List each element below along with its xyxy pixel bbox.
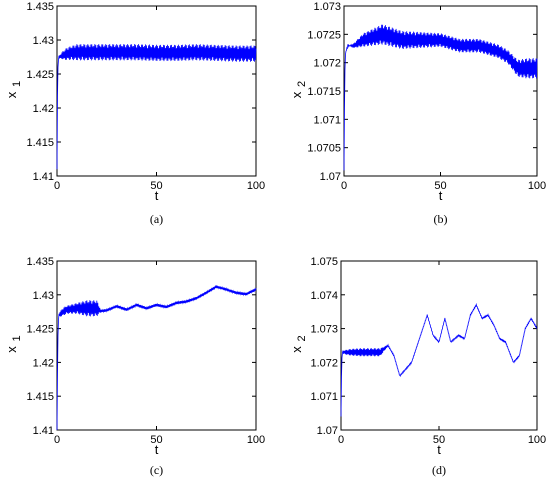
y-tick-label: 1.071 [313, 114, 341, 126]
y-axis-label-text: x [4, 346, 19, 353]
y-tick-label: 1.435 [26, 256, 54, 268]
y-tick-label: 1.41 [33, 171, 54, 183]
plot-frame [340, 260, 538, 431]
y-axis-label-subscript: 2 [296, 335, 308, 341]
y-tick-label: 1.07 [317, 425, 338, 437]
series-line [56, 284, 257, 431]
y-tick-label: 1.425 [26, 324, 54, 336]
y-tick-label: 1.435 [26, 1, 54, 13]
chart-panel: 0 50 1001.071.0711.0721.0731.0741.075tx2(d… [289, 256, 546, 477]
panel-caption: (c) [150, 463, 163, 477]
x-axis-label: t [155, 442, 159, 457]
y-tick-label: 1.41 [33, 425, 54, 437]
y-tick-label: 1.43 [33, 290, 54, 302]
y-tick-label: 1.425 [26, 69, 54, 81]
y-axis-label: x1 [4, 335, 23, 352]
y-axis-label-text: x [289, 91, 304, 98]
plot-frame [56, 5, 257, 177]
y-tick-label: 1.0705 [307, 143, 341, 155]
panel-caption: (b) [434, 212, 448, 226]
y-axis-label-text: x [289, 346, 304, 353]
y-tick-label: 1.075 [310, 256, 338, 268]
x-tick-label: 0 [54, 434, 60, 446]
plot-frame [343, 5, 538, 177]
x-tick-label: 100 [247, 180, 265, 192]
x-tick-label: 100 [528, 180, 546, 192]
panel-caption: (d) [432, 463, 446, 477]
x-axis-label: t [155, 188, 159, 203]
x-tick-label: 100 [528, 434, 546, 446]
x-tick-label: 50 [434, 180, 446, 192]
x-tick-label: 0 [54, 180, 60, 192]
plot-frame [56, 260, 257, 431]
y-tick-label: 1.071 [310, 391, 338, 403]
y-tick-label: 1.42 [33, 103, 54, 115]
y-tick-label: 1.42 [33, 357, 54, 369]
x-tick-label: 100 [247, 434, 265, 446]
y-tick-label: 1.072 [310, 357, 338, 369]
y-axis-label-text: x [4, 91, 19, 98]
x-tick-label: 50 [433, 434, 445, 446]
x-axis-label: t [437, 442, 441, 457]
y-tick-label: 1.074 [310, 290, 338, 302]
series-line [56, 44, 257, 170]
y-axis-label-subscript: 1 [11, 335, 23, 341]
y-tick-label: 1.415 [26, 391, 54, 403]
y-axis-label-subscript: 1 [11, 81, 23, 87]
x-axis-label: t [439, 188, 443, 203]
y-tick-label: 1.073 [310, 324, 338, 336]
y-tick-label: 1.0715 [307, 86, 341, 98]
y-tick-label: 1.07 [320, 171, 341, 183]
x-tick-label: 0 [338, 434, 344, 446]
y-tick-label: 1.072 [313, 58, 341, 70]
y-tick-label: 1.0725 [307, 29, 341, 41]
y-tick-label: 1.073 [313, 1, 341, 13]
x-tick-label: 0 [341, 180, 347, 192]
y-axis-label: x2 [289, 335, 308, 352]
series-line [340, 302, 538, 417]
x-tick-label: 50 [150, 180, 162, 192]
y-tick-label: 1.415 [26, 137, 54, 149]
panel-caption: (a) [150, 212, 163, 226]
series-line [343, 24, 538, 171]
y-tick-label: 1.43 [33, 35, 54, 47]
chart-panel: 0 50 100 1.07 1.0705 1.071 1.0715 1.072 1.0725 1.… [289, 1, 546, 226]
y-axis-label-subscript: 2 [296, 81, 308, 87]
y-axis-label: x2 [289, 81, 308, 98]
y-axis-label: x1 [4, 81, 23, 98]
x-tick-label: 50 [150, 434, 162, 446]
